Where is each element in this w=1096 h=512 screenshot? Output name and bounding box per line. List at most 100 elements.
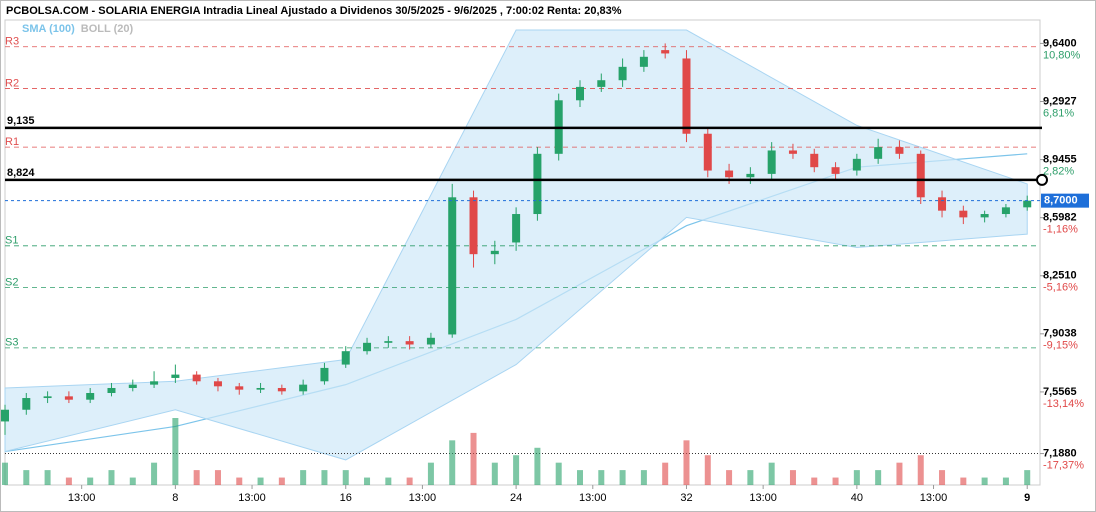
candle-body (490, 250, 499, 255)
candle-body (916, 153, 925, 198)
chart-title: PCBOLSA.COM - SOLARIA ENERGIA Intradia L… (6, 5, 622, 17)
x-tick-label: 40 (851, 492, 863, 504)
candle-body (107, 387, 116, 394)
volume-bar (832, 477, 839, 485)
candle-body (1023, 200, 1032, 208)
y-percent-label: 2,82% (1043, 165, 1074, 177)
volume-bar (747, 470, 754, 485)
pivot-label: S3 (5, 337, 18, 349)
y-percent-label: 10,80% (1043, 49, 1081, 61)
candle-body (43, 396, 52, 399)
volume-bar (172, 418, 179, 485)
level-handle (1036, 173, 1048, 186)
candle-body (703, 133, 712, 171)
candle-body (533, 153, 542, 215)
volume-bar (960, 477, 967, 485)
candle-body (618, 66, 627, 81)
candle-body (512, 214, 521, 243)
last-price-label: 8,7000 (1044, 195, 1078, 207)
volume-bar (555, 462, 562, 485)
x-tick-label: 8 (172, 492, 178, 504)
volume-bar (44, 470, 51, 485)
volume-bar (577, 470, 583, 485)
x-tick-label: 13:00 (579, 492, 607, 504)
last-price-box (1041, 193, 1089, 208)
candle-body (213, 381, 222, 387)
candle-body (831, 167, 840, 174)
y-tick-label: 7,5565 (1043, 386, 1077, 398)
volume-bar (427, 462, 434, 485)
candle-body (469, 197, 478, 255)
candle-body (171, 374, 180, 378)
volume-bar (87, 477, 94, 485)
x-tick-label: 13:00 (749, 492, 777, 504)
volume-bar (151, 462, 158, 485)
candle-body (405, 341, 414, 345)
candle-body (363, 342, 372, 352)
y-tick-label: 9,6400 (1043, 37, 1077, 49)
candle-body (597, 80, 606, 87)
candle-body (746, 173, 755, 178)
candle-body (874, 147, 883, 159)
volume-bar (640, 470, 647, 485)
volume-bar (704, 455, 711, 485)
x-tick-label: 13:00 (409, 492, 437, 504)
y-tick-label: 8,9455 (1043, 153, 1077, 165)
candle-body (959, 210, 968, 218)
candle-body (341, 351, 350, 365)
y-tick-label: 8,5982 (1043, 212, 1077, 224)
volume-bar (385, 477, 392, 485)
candle-body (767, 150, 776, 174)
volume-bar (257, 477, 264, 485)
candle-body (725, 170, 734, 178)
volume-bar (513, 455, 520, 485)
candle-body (150, 381, 159, 385)
volume-bar (1002, 477, 1009, 485)
candle-body (320, 367, 329, 382)
pivot-label: R1 (5, 136, 19, 148)
level-label: 8,824 (7, 167, 35, 179)
volume-bar (619, 470, 626, 485)
volume-bar (321, 470, 328, 485)
candle-body (299, 384, 308, 392)
volume-bar (449, 440, 456, 485)
candle-body (852, 158, 861, 171)
volume-bar (789, 470, 796, 485)
candle-body (426, 337, 435, 345)
candle-body (86, 393, 95, 400)
x-tick-label: 13:00 (68, 492, 96, 504)
candle-body (810, 153, 819, 168)
candle-body (938, 197, 947, 211)
y-tick-label: 7,1880 (1043, 447, 1077, 459)
x-tick-label: 32 (680, 492, 692, 504)
volume-bar (662, 462, 669, 485)
candle-body (22, 398, 31, 410)
volume-bar (981, 477, 988, 485)
volume-bar (491, 462, 498, 485)
volume-bar (214, 470, 221, 485)
candle-body (256, 387, 265, 390)
level-label: 9,135 (7, 115, 35, 127)
y-percent-label: -5,16% (1043, 282, 1078, 294)
x-tick-label: 13:00 (920, 492, 948, 504)
candle-body (980, 214, 989, 218)
volume-bar (917, 455, 924, 485)
volume-bar (896, 462, 903, 485)
legend-entry: SMA (100) (22, 23, 75, 35)
x-tick-label: 24 (510, 492, 522, 504)
candle-body (682, 58, 691, 134)
candle-body (64, 396, 73, 400)
y-percent-label: -9,15% (1043, 340, 1078, 352)
volume-bar (768, 462, 775, 485)
x-tick-label: 13:00 (238, 492, 266, 504)
y-percent-label: -13,14% (1043, 398, 1084, 410)
y-tick-label: 9,2927 (1043, 95, 1077, 107)
candle-body (1, 409, 9, 422)
plot-area (4, 19, 1041, 486)
volume-bar (193, 470, 200, 485)
candle-body (895, 147, 904, 154)
volume-bar (534, 447, 541, 485)
volume-bar (939, 470, 946, 485)
pivot-label: R3 (5, 36, 19, 48)
